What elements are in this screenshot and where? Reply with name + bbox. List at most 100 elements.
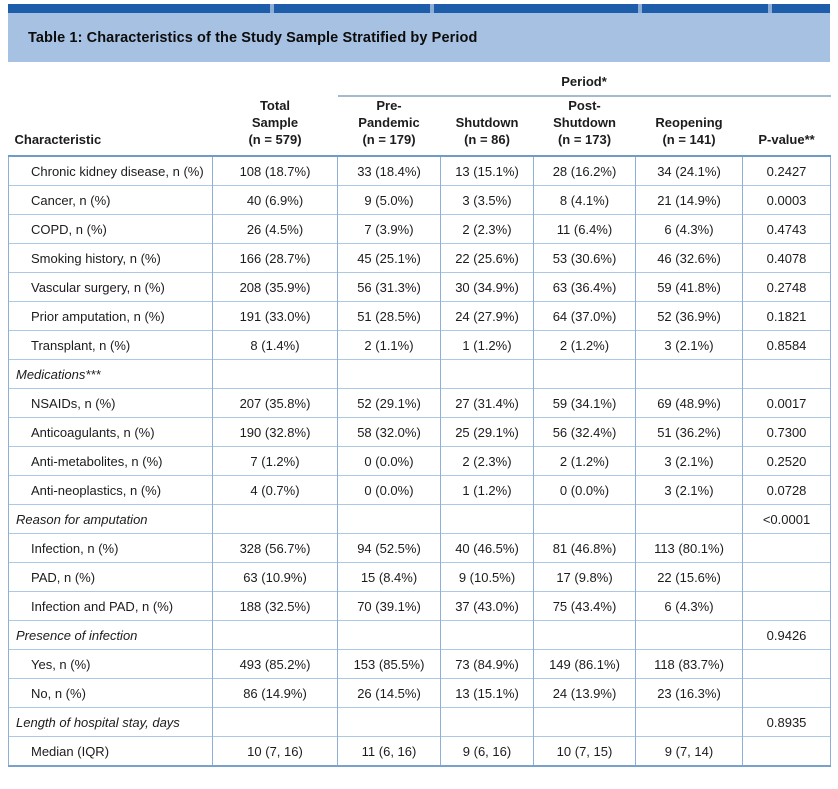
cell-value — [440, 707, 534, 737]
cell-characteristic: Length of hospital stay, days — [8, 707, 213, 737]
cell-value: 56 (31.3%) — [337, 272, 441, 302]
cell-value — [533, 707, 636, 737]
cell-value: 22 (25.6%) — [440, 243, 534, 273]
cell-value — [533, 359, 636, 389]
bar-divider — [768, 4, 772, 13]
cell-value — [212, 359, 338, 389]
cell-value: 149 (86.1%) — [533, 649, 636, 679]
table-title-band: Table 1: Characteristics of the Study Sa… — [8, 13, 830, 62]
cell-value: 73 (84.9%) — [440, 649, 534, 679]
section-row: Length of hospital stay, days 0.8935 — [8, 707, 832, 737]
cell-value: 24 (27.9%) — [440, 301, 534, 331]
cell-pvalue: 0.7300 — [741, 417, 832, 447]
cell-value: 63 (10.9%) — [212, 562, 338, 592]
cell-pvalue — [741, 736, 832, 767]
cell-value: 3 (2.1%) — [635, 475, 743, 505]
bar-divider — [430, 4, 434, 13]
cell-value: 40 (46.5%) — [440, 533, 534, 563]
cell-value: 58 (32.0%) — [337, 417, 441, 447]
cell-characteristic: Transplant, n (%) — [8, 330, 213, 360]
cell-value: 9 (6, 16) — [440, 736, 534, 767]
cell-value: 9 (10.5%) — [440, 562, 534, 592]
cell-characteristic: Chronic kidney disease, n (%) — [8, 156, 213, 186]
cell-value: 188 (32.5%) — [212, 591, 338, 621]
cell-value — [635, 359, 743, 389]
table-row: Chronic kidney disease, n (%) 108 (18.7%)… — [8, 156, 832, 186]
cell-value: 2 (2.3%) — [440, 214, 534, 244]
cell-value: 0 (0.0%) — [337, 446, 441, 476]
cell-value: 2 (1.2%) — [533, 446, 636, 476]
cell-value: 94 (52.5%) — [337, 533, 441, 563]
section-row: Reason for amputation <0.0001 — [8, 504, 832, 534]
column-header-pre-pandemic: Pre- Pandemic (n = 179) — [337, 96, 441, 158]
table-row: Anti-metabolites, n (%) 7 (1.2%) 0 (0.0%) 2… — [8, 446, 832, 476]
table-row: NSAIDs, n (%) 207 (35.8%) 52 (29.1%) 27 (31… — [8, 388, 832, 418]
cell-value: 11 (6, 16) — [337, 736, 441, 767]
table-row: Yes, n (%) 493 (85.2%) 153 (85.5%) 73 (84.9… — [8, 649, 832, 679]
cell-value: 2 (1.1%) — [337, 330, 441, 360]
cell-characteristic: Vascular surgery, n (%) — [8, 272, 213, 302]
cell-value: 3 (2.1%) — [635, 330, 743, 360]
cell-pvalue — [741, 359, 832, 389]
cell-pvalue: 0.9426 — [741, 620, 832, 650]
cell-value — [440, 620, 534, 650]
cell-pvalue: 0.8584 — [741, 330, 832, 360]
cell-value: 328 (56.7%) — [212, 533, 338, 563]
table-row: Anticoagulants, n (%) 190 (32.8%) 58 (32.0… — [8, 417, 832, 447]
table-row: Infection, n (%) 328 (56.7%) 94 (52.5%) 40 … — [8, 533, 832, 563]
cell-pvalue — [741, 562, 832, 592]
cell-characteristic: Median (IQR) — [8, 736, 213, 767]
cell-characteristic: PAD, n (%) — [8, 562, 213, 592]
table-row: COPD, n (%) 26 (4.5%) 7 (3.9%) 2 (2.3%) 11 (… — [8, 214, 832, 244]
cell-value: 6 (4.3%) — [635, 214, 743, 244]
bar-divider — [270, 4, 274, 13]
table-row: PAD, n (%) 63 (10.9%) 15 (8.4%) 9 (10.5%) 17… — [8, 562, 832, 592]
cell-characteristic: Prior amputation, n (%) — [8, 301, 213, 331]
cell-value: 52 (36.9%) — [635, 301, 743, 331]
cell-characteristic: No, n (%) — [8, 678, 213, 708]
cell-value — [337, 707, 441, 737]
cell-pvalue — [741, 678, 832, 708]
cell-value: 4 (0.7%) — [212, 475, 338, 505]
cell-value: 26 (14.5%) — [337, 678, 441, 708]
cell-value: 23 (16.3%) — [635, 678, 743, 708]
cell-value: 0 (0.0%) — [337, 475, 441, 505]
cell-value: 26 (4.5%) — [212, 214, 338, 244]
cell-value: 15 (8.4%) — [337, 562, 441, 592]
table-row: Vascular surgery, n (%) 208 (35.9%) 56 (31… — [8, 272, 832, 302]
bar-divider — [638, 4, 642, 13]
cell-value: 17 (9.8%) — [533, 562, 636, 592]
cell-value — [533, 504, 636, 534]
column-header-row: Characteristic Total Sample (n = 579) Pr… — [8, 96, 831, 158]
cell-value: 45 (25.1%) — [337, 243, 441, 273]
cell-value: 63 (36.4%) — [533, 272, 636, 302]
cell-value: 153 (85.5%) — [337, 649, 441, 679]
cell-characteristic: Yes, n (%) — [8, 649, 213, 679]
table-row: Smoking history, n (%) 166 (28.7%) 45 (25.… — [8, 243, 832, 273]
cell-pvalue: 0.2520 — [741, 446, 832, 476]
table-row: Median (IQR) 10 (7, 16) 11 (6, 16) 9 (6, 16… — [8, 736, 832, 767]
cell-value: 3 (2.1%) — [635, 446, 743, 476]
cell-value: 6 (4.3%) — [635, 591, 743, 621]
cell-value: 10 (7, 16) — [212, 736, 338, 767]
table-header: Period* Characteristic Total Sample (n =… — [8, 62, 831, 158]
section-row: Medications*** — [8, 359, 832, 389]
cell-pvalue: 0.1821 — [741, 301, 832, 331]
cell-characteristic: Anticoagulants, n (%) — [8, 417, 213, 447]
cell-characteristic: Reason for amputation — [8, 504, 213, 534]
cell-value: 0 (0.0%) — [533, 475, 636, 505]
header-accent-bar — [8, 4, 830, 13]
table-row: Prior amputation, n (%) 191 (33.0%) 51 (28… — [8, 301, 832, 331]
column-header-characteristic: Characteristic — [8, 96, 213, 158]
cell-characteristic: Anti-neoplastics, n (%) — [8, 475, 213, 505]
cell-value: 40 (6.9%) — [212, 185, 338, 215]
column-header-p-value: P-value** — [742, 96, 831, 158]
cell-value: 7 (3.9%) — [337, 214, 441, 244]
cell-value: 1 (1.2%) — [440, 475, 534, 505]
cell-characteristic: Cancer, n (%) — [8, 185, 213, 215]
cell-value: 9 (7, 14) — [635, 736, 743, 767]
cell-value: 208 (35.9%) — [212, 272, 338, 302]
cell-characteristic: Presence of infection — [8, 620, 213, 650]
cell-value — [533, 620, 636, 650]
